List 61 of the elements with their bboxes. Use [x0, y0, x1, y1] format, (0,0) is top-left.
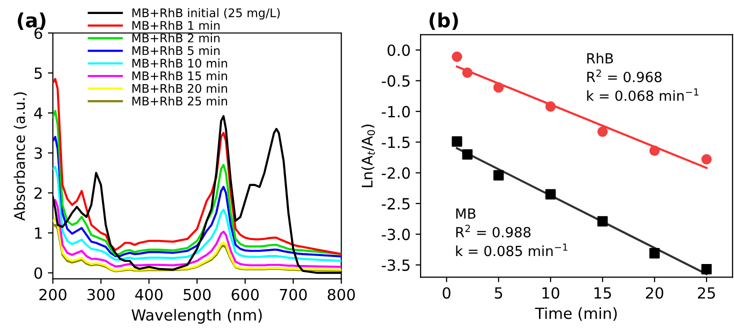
x-tick-label: 600: [232, 288, 259, 300]
point: [701, 154, 712, 164]
x-tick-label: 20: [646, 287, 664, 299]
x-axis-title: Wavelength (nm): [132, 308, 262, 324]
point: [462, 68, 473, 78]
legend-label: MB+RhB 15 min: [132, 71, 228, 80]
x-tick-label: 0: [442, 287, 450, 299]
annotation: RhB R$^{2}$ = 0.968 k = 0.068 min$^{−1}$: [587, 52, 698, 101]
line-series: [52, 136, 342, 258]
point: [597, 216, 608, 227]
legend-label: MB+RhB initial (25 mg/L): [132, 8, 280, 20]
point: [452, 52, 462, 62]
y-tick-label: 2: [34, 187, 42, 199]
y-tick-label: 4: [34, 108, 42, 119]
point: [545, 101, 556, 112]
x-tick-label: 10: [542, 287, 560, 299]
point: [452, 136, 462, 147]
line-series: [52, 199, 342, 268]
y-tick-label: 6: [34, 27, 42, 40]
y-tick-label: -2.0: [382, 167, 410, 179]
y-tick-label: 3: [34, 147, 42, 159]
y-tick-label: 5: [34, 68, 42, 79]
legend-label: MB+RhB 2 min: [132, 33, 220, 42]
line-series: [52, 166, 342, 262]
y-tick-label: 0: [34, 267, 42, 279]
x-tick-label: 800: [328, 288, 355, 300]
x-tick-label: 500: [184, 288, 211, 300]
x-tick-label: 400: [135, 288, 163, 300]
legend-label: MB+RhB 5 min: [132, 46, 220, 56]
point: [545, 189, 556, 200]
y-tick-label: -2.5: [382, 198, 410, 210]
y-tick-label: 0.0: [388, 44, 410, 56]
point: [462, 149, 473, 160]
x-tick-label: 15: [594, 287, 611, 299]
point: [701, 264, 712, 274]
point: [493, 82, 504, 93]
y-tick-label: -0.5: [382, 75, 410, 87]
legend-label: MB+RhB 25 min: [132, 96, 228, 106]
point: [597, 126, 608, 137]
y-tick-label: 1: [35, 228, 42, 239]
x-tick-label: 200: [39, 288, 66, 300]
chart-title: (b): [430, 12, 458, 30]
annotation: MB R$^{2}$ = 0.988 k = 0.085 min$^{−1}$: [456, 208, 568, 256]
point: [493, 170, 504, 180]
x-tick-label: 700: [280, 288, 307, 300]
legend-label: MB+RhB 10 min: [132, 58, 228, 68]
y-tick-label: -3.5: [382, 259, 410, 271]
y-tick-label: -3.0: [382, 228, 410, 240]
y-axis-title: Ln(A$_{t}$/A$_{0}$): [361, 124, 375, 188]
y-tick-label: -1.0: [382, 106, 410, 118]
x-tick-label: 25: [698, 287, 715, 299]
y-tick-label: -1.5: [382, 136, 410, 148]
chart-title: (a): [18, 12, 46, 30]
legend-label: MB+RhB 20 min: [132, 84, 228, 93]
legend-label: MB+RhB 1 min: [132, 20, 220, 30]
x-tick-label: 5: [494, 287, 502, 299]
x-axis-title: Time (min): [535, 307, 617, 321]
point: [649, 248, 660, 258]
y-axis-title: Absorbance (a.u.): [14, 92, 27, 221]
point: [649, 146, 660, 156]
x-tick-label: 300: [88, 288, 114, 300]
